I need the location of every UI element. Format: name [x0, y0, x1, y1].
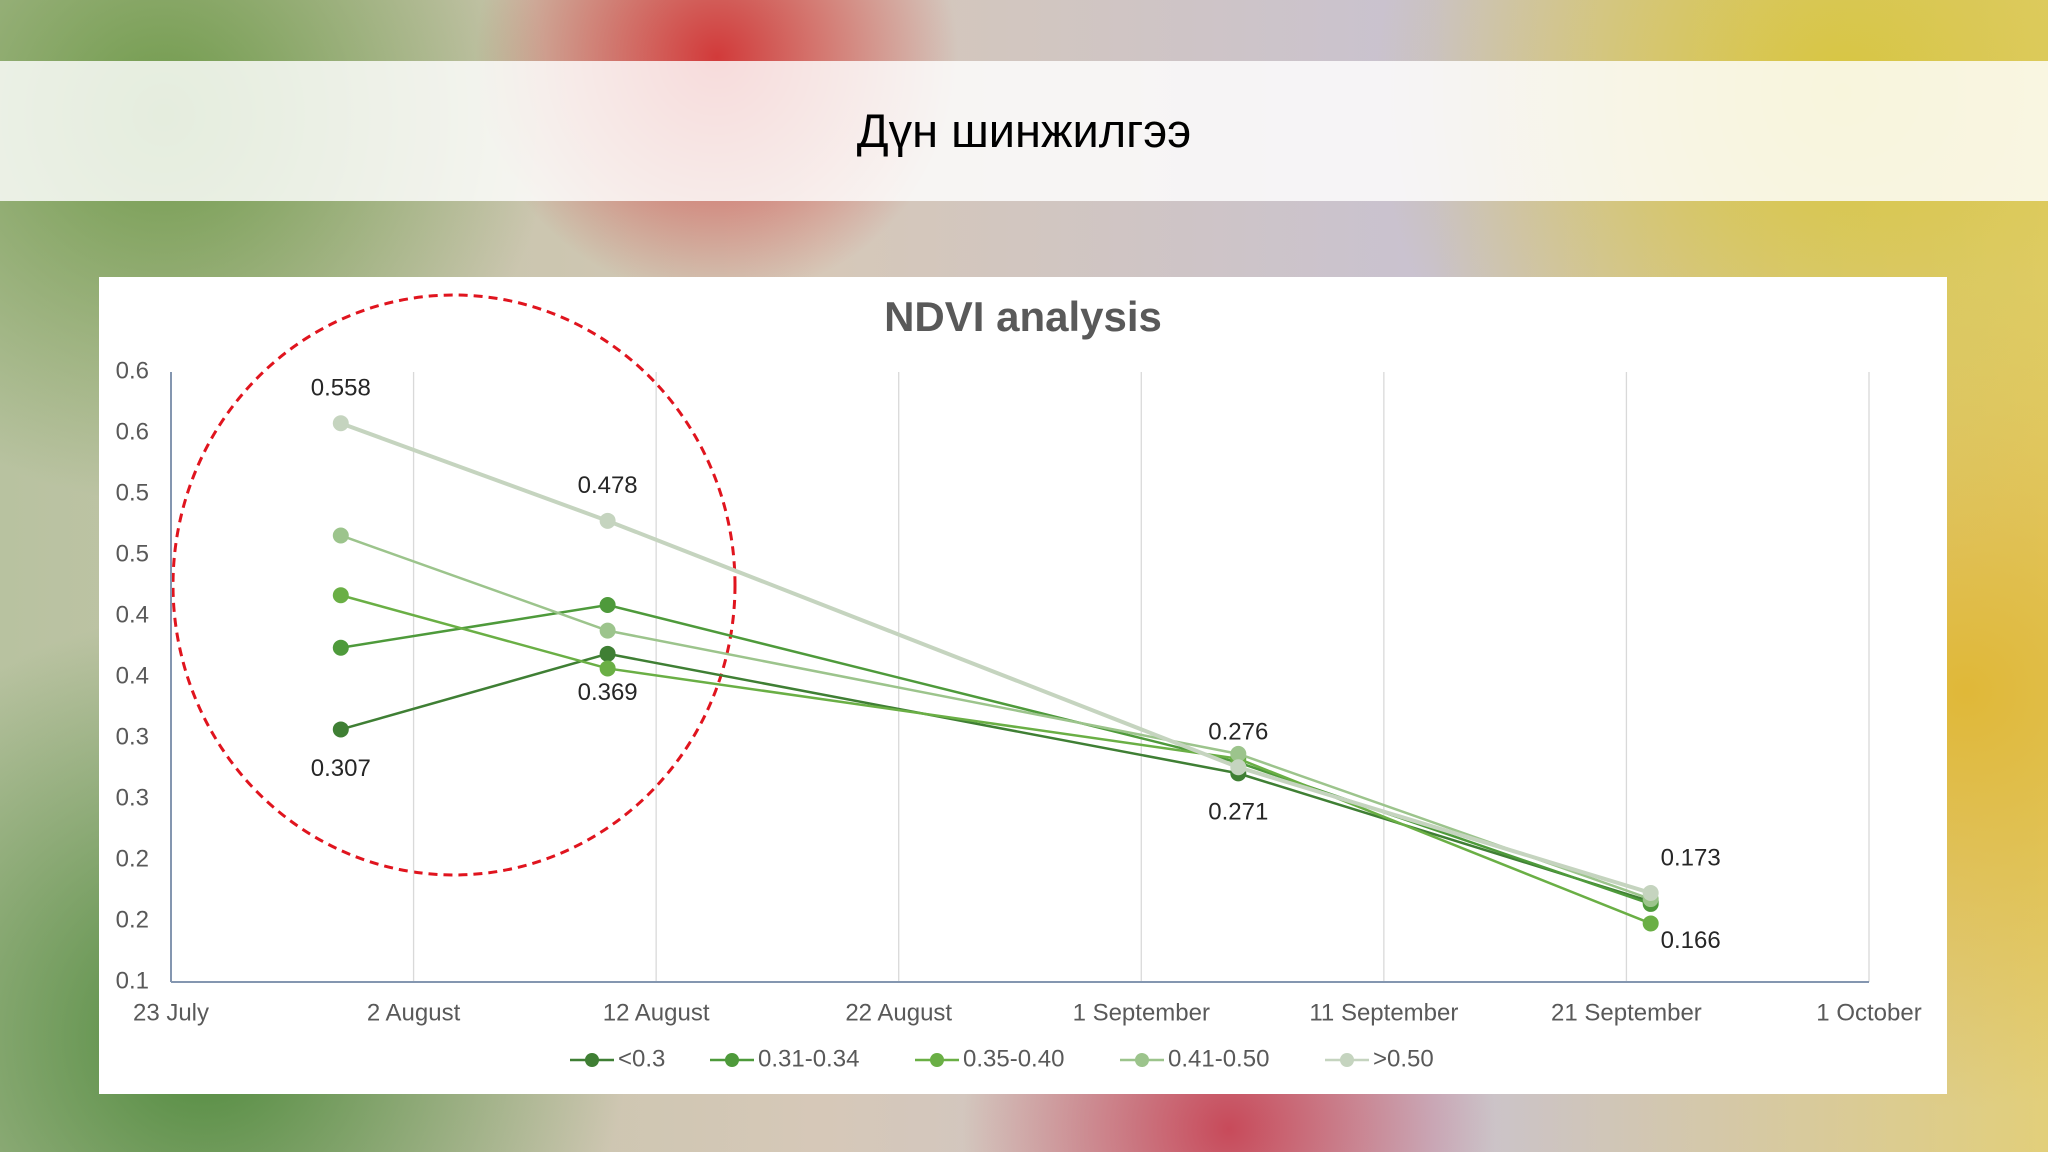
legend-marker [930, 1053, 944, 1067]
series-line [340, 421, 1652, 895]
chart-panel [99, 277, 1947, 1094]
x-tick-label: 2 August [367, 999, 461, 1026]
data-label: 0.173 [1661, 844, 1721, 871]
y-tick-label: 0.6 [116, 418, 149, 445]
data-point [1230, 759, 1247, 776]
legend-label: >0.50 [1373, 1045, 1434, 1072]
y-tick-label: 0.5 [116, 479, 149, 506]
data-label: 0.276 [1208, 719, 1268, 746]
x-tick-label: 21 September [1551, 999, 1702, 1026]
y-tick-label: 0.6 [116, 357, 149, 384]
data-point [332, 721, 349, 738]
y-tick-label: 0.4 [116, 662, 149, 689]
data-point [1642, 915, 1659, 932]
data-label: 0.166 [1661, 927, 1721, 954]
title-band [0, 61, 2048, 201]
data-point [599, 597, 616, 614]
x-tick-label: 12 August [603, 999, 710, 1026]
data-point [332, 527, 349, 544]
legend-label: 0.41-0.50 [1168, 1045, 1269, 1072]
legend-label: 0.35-0.40 [963, 1045, 1064, 1072]
y-tick-label: 0.3 [116, 723, 149, 750]
data-point [332, 639, 349, 656]
data-point [599, 660, 616, 677]
data-label: 0.478 [578, 472, 638, 499]
data-label: 0.271 [1208, 799, 1268, 826]
data-point [599, 645, 616, 662]
x-tick-label: 1 September [1073, 999, 1210, 1026]
y-tick-label: 0.4 [116, 601, 149, 628]
x-tick-label: 1 October [1816, 999, 1921, 1026]
legend-marker [585, 1053, 599, 1067]
series-line [340, 603, 1652, 906]
chart-title: NDVI analysis [884, 293, 1162, 340]
legend-label: <0.3 [618, 1045, 665, 1072]
data-point [599, 512, 616, 529]
data-label: 0.307 [311, 755, 371, 782]
page-title: Дүн шинжилгээ [856, 104, 1192, 157]
y-tick-label: 0.1 [116, 967, 149, 994]
x-tick-label: 11 September [1309, 999, 1458, 1026]
legend-marker [1135, 1053, 1149, 1067]
data-point [599, 622, 616, 639]
data-point [1230, 745, 1247, 762]
legend-marker [725, 1053, 739, 1067]
legend-label: 0.31-0.34 [758, 1045, 859, 1072]
data-point [332, 415, 349, 432]
data-point [1642, 884, 1659, 901]
highlight-circle [171, 293, 737, 877]
y-tick-label: 0.2 [116, 845, 149, 872]
series-line [340, 534, 1652, 901]
y-tick-label: 0.5 [116, 540, 149, 567]
x-tick-label: 22 August [845, 999, 952, 1026]
data-label: 0.558 [311, 375, 371, 402]
x-tick-label: 23 July [133, 999, 209, 1026]
data-point [332, 587, 349, 604]
series-line [340, 594, 1652, 925]
data-label: 0.369 [578, 679, 638, 706]
y-tick-label: 0.2 [116, 906, 149, 933]
y-tick-label: 0.3 [116, 784, 149, 811]
legend-marker [1340, 1053, 1354, 1067]
series-line [340, 652, 1652, 903]
